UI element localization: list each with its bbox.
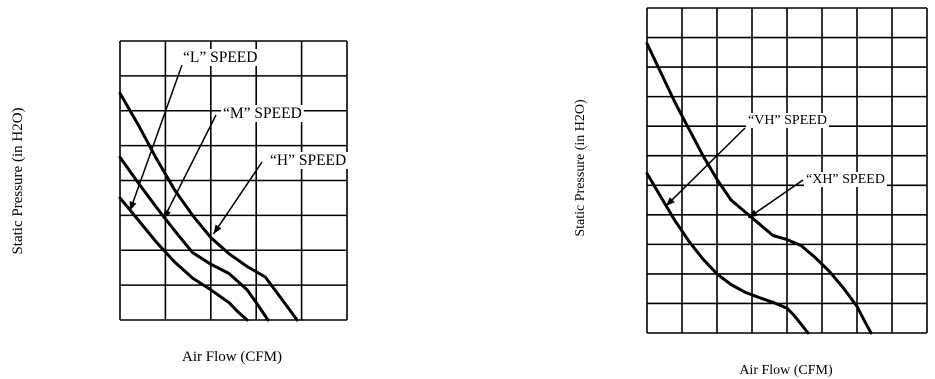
left-chart: Static Pressure (in H2O) Air Flow (CFM) … [10, 40, 349, 365]
right-annotation-leader [665, 127, 746, 207]
left-annotation-label: “H” SPEED [270, 152, 346, 169]
left-series-line-3 [118, 91, 299, 322]
left-arrow-head [129, 201, 137, 211]
left-arrow-head [163, 209, 171, 219]
right-annotation-bg [804, 172, 887, 187]
left-y-axis-label: Static Pressure (in H2O) [10, 107, 26, 254]
left-series-line-2 [118, 155, 270, 322]
right-annotation-label: “XH” SPEED [806, 172, 885, 187]
right-grid [646, 7, 928, 334]
left-annotation-label: “L” SPEED [183, 49, 257, 66]
left-annotation-bg [221, 105, 304, 122]
left-annotation-leader [212, 161, 263, 235]
left-annotation-label: “M” SPEED [223, 105, 302, 122]
right-y-axis-label: Static Pressure (in H2O) [573, 99, 588, 237]
right-annotation-leader [748, 179, 804, 219]
left-annotation-bg [181, 49, 260, 66]
left-x-axis-label: Air Flow (CFM) [182, 349, 282, 365]
left-annotation-bg [268, 152, 349, 169]
right-annotation-label: “VH” SPEED [748, 113, 827, 128]
left-arrow-head [213, 224, 222, 234]
right-annotation-bg [746, 113, 829, 128]
right-chart: Static Pressure (in H2O) Air Flow (CFM) … [573, 7, 928, 378]
left-series-line-1 [118, 196, 249, 322]
right-x-axis-label: Air Flow (CFM) [739, 363, 833, 378]
right-series-line-2 [645, 42, 873, 335]
right-series-line-1 [645, 172, 810, 335]
left-annotation-leader [129, 64, 183, 211]
left-annotation-leader [162, 114, 217, 220]
right-arrow-head [665, 197, 675, 206]
right-arrow-head [748, 209, 758, 218]
